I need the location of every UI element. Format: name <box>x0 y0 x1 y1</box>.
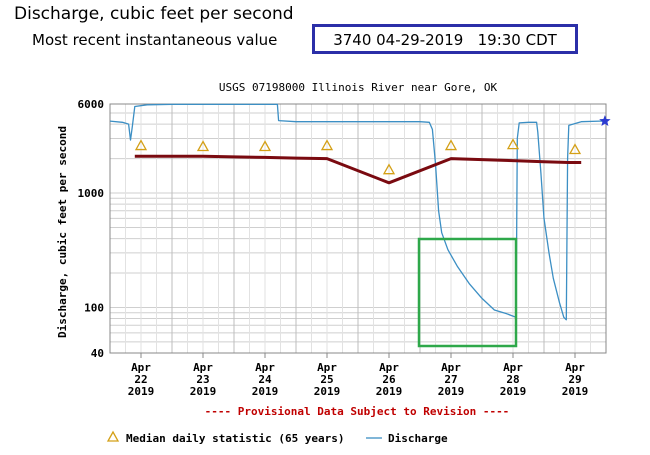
y-tick-label: 6000 <box>78 98 105 111</box>
discharge-line <box>109 103 603 321</box>
median-marker <box>506 138 520 150</box>
provisional-note: ---- Provisional Data Subject to Revisio… <box>205 405 510 418</box>
x-tick-label: 2019 <box>562 385 589 398</box>
x-tick-label: 26 <box>382 373 396 386</box>
chart-grid <box>109 104 607 353</box>
x-axis-labels: Apr222019Apr232019Apr242019Apr252019Apr2… <box>128 353 589 398</box>
plot-frame <box>109 103 607 354</box>
median-marker <box>382 163 396 175</box>
x-tick-label: 23 <box>196 373 209 386</box>
recent-value: 3740 04-29-2019 19:30 CDT <box>333 31 557 49</box>
x-tick-label: 2019 <box>190 385 217 398</box>
x-tick-label: 2019 <box>252 385 279 398</box>
x-tick-label: Apr <box>565 361 585 374</box>
x-tick-label: 2019 <box>500 385 527 398</box>
recent-value-label: Most recent instantaneous value <box>32 31 278 49</box>
y-axis-title: Discharge, cubic feet per second <box>56 126 69 338</box>
y-tick-label: 1000 <box>78 187 105 200</box>
median-marker <box>444 139 458 151</box>
x-tick-label: 24 <box>258 373 272 386</box>
x-tick-label: 28 <box>506 373 519 386</box>
x-tick-label: 25 <box>320 373 333 386</box>
latest-value-star-icon <box>599 115 611 126</box>
x-tick-label: Apr <box>503 361 523 374</box>
x-tick-label: 22 <box>134 373 147 386</box>
legend: Median daily statistic (65 years) Discha… <box>106 430 448 445</box>
y-axis-labels: 6000 1000 100 40 <box>78 98 105 360</box>
legend-median-label: Median daily statistic (65 years) <box>126 432 345 445</box>
page-title: Discharge, cubic feet per second <box>14 4 294 24</box>
chart-title: USGS 07198000 Illinois River near Gore, … <box>219 81 498 94</box>
median-marker <box>568 143 582 155</box>
x-tick-label: Apr <box>193 361 213 374</box>
median-marker <box>196 140 210 152</box>
x-tick-label: Apr <box>255 361 275 374</box>
legend-triangle-icon <box>106 430 120 442</box>
chart-series <box>109 103 603 321</box>
x-tick-label: Apr <box>131 361 151 374</box>
highlight-box <box>417 237 518 348</box>
y-tick-label: 100 <box>84 301 104 314</box>
x-tick-label: 2019 <box>314 385 341 398</box>
x-tick-label: Apr <box>317 361 337 374</box>
x-tick-label: 2019 <box>438 385 465 398</box>
median-marker <box>320 139 334 151</box>
recent-value-box: 3740 04-29-2019 19:30 CDT <box>312 24 578 54</box>
median-marker <box>134 139 148 151</box>
y-tick-label: 40 <box>91 347 104 360</box>
x-tick-label: Apr <box>441 361 461 374</box>
x-tick-label: Apr <box>379 361 399 374</box>
x-tick-label: 27 <box>444 373 457 386</box>
x-tick-label: 2019 <box>128 385 155 398</box>
legend-discharge-label: Discharge <box>388 432 448 445</box>
median-marker <box>258 140 272 152</box>
median-markers <box>134 115 611 175</box>
median-line <box>134 154 582 185</box>
x-tick-label: 29 <box>568 373 581 386</box>
x-tick-label: 2019 <box>376 385 403 398</box>
